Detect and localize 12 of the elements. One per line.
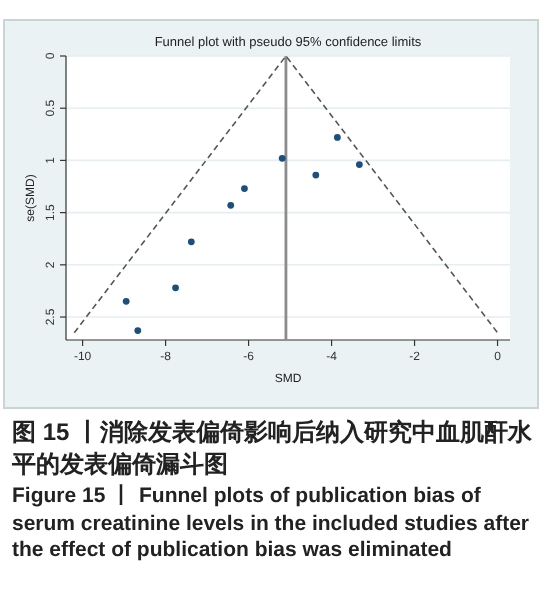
point	[134, 327, 142, 334]
point	[187, 238, 195, 246]
point	[333, 134, 341, 141]
point	[241, 185, 248, 192]
point	[355, 161, 363, 168]
point	[312, 171, 320, 179]
point	[278, 154, 286, 162]
point	[172, 284, 179, 292]
point	[227, 201, 235, 209]
caption: 图 15 丨消除发表偏倚影响后纳入研究中血肌酐水平的发表偏倚漏斗图	[12, 416, 535, 480]
caption: Figure 15 丨 Funnel plots of publication bias of serum creatinine levels in the included studies after the effect of publication bias was eliminated	[12, 484, 532, 565]
point	[122, 297, 130, 305]
